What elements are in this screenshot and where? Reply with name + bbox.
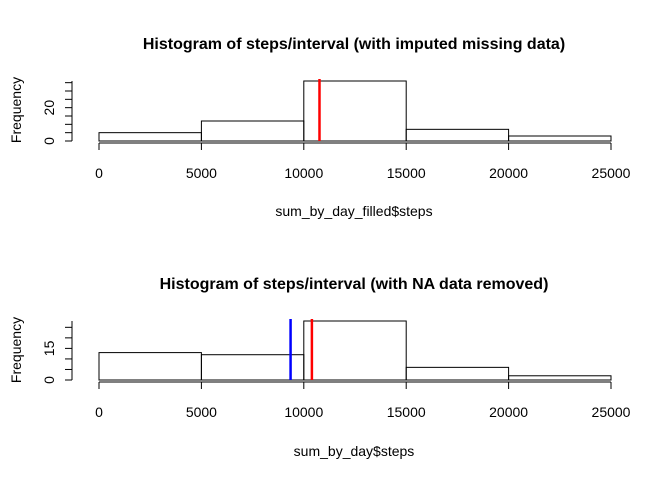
histogram-bar-2 bbox=[303, 80, 407, 142]
y-axis: 0 15 bbox=[41, 321, 73, 384]
histogram-panel-imputed: Histogram of steps/interval (with impute… bbox=[8, 36, 631, 219]
x-tick-label: 25000 bbox=[592, 165, 631, 181]
y-tick-label: 20 bbox=[41, 100, 57, 116]
y-tick-label: 15 bbox=[41, 340, 57, 356]
histogram-bars bbox=[98, 80, 612, 142]
histogram-bar-3 bbox=[405, 128, 510, 142]
x-axis-label: sum_by_day$steps bbox=[294, 443, 415, 459]
histogram-bar-3 bbox=[405, 366, 510, 381]
chart-title: Histogram of steps/interval (with impute… bbox=[143, 36, 565, 53]
histogram-bars bbox=[98, 320, 612, 381]
x-tick-label: 5000 bbox=[186, 165, 217, 181]
x-tick-label: 10000 bbox=[284, 165, 323, 181]
x-tick-label: 0 bbox=[95, 165, 103, 181]
reference-lines bbox=[289, 319, 314, 380]
y-tick-label: 0 bbox=[41, 137, 57, 145]
x-axis: 0 5000 10000 15000 20000 25000 bbox=[95, 142, 631, 181]
histogram-bar-4 bbox=[508, 375, 612, 381]
histogram-bar-1 bbox=[200, 120, 305, 142]
histogram-panel-na-removed: Histogram of steps/interval (with NA dat… bbox=[8, 276, 631, 459]
y-axis: 0 20 bbox=[41, 81, 73, 145]
y-tick-label: 0 bbox=[41, 376, 57, 384]
x-tick-label: 15000 bbox=[387, 404, 426, 420]
histogram-bar-2 bbox=[303, 320, 407, 381]
histogram-bar-4 bbox=[508, 135, 612, 142]
x-tick-label: 20000 bbox=[489, 165, 528, 181]
x-tick-label: 0 bbox=[95, 404, 103, 420]
histogram-bar-1 bbox=[200, 354, 305, 381]
x-axis-label: sum_by_day_filled$steps bbox=[275, 203, 432, 219]
chart-title: Histogram of steps/interval (with NA dat… bbox=[160, 276, 549, 293]
x-tick-label: 20000 bbox=[489, 404, 528, 420]
y-axis-label: Frequency bbox=[8, 77, 24, 143]
x-axis: 0 5000 10000 15000 20000 25000 bbox=[95, 381, 631, 420]
x-tick-label: 5000 bbox=[186, 404, 217, 420]
histogram-bar-0 bbox=[98, 132, 202, 142]
x-tick-label: 15000 bbox=[387, 165, 426, 181]
histogram-bar-0 bbox=[98, 352, 202, 381]
x-tick-label: 25000 bbox=[592, 404, 631, 420]
y-axis-label: Frequency bbox=[8, 317, 24, 383]
x-tick-label: 10000 bbox=[284, 404, 323, 420]
